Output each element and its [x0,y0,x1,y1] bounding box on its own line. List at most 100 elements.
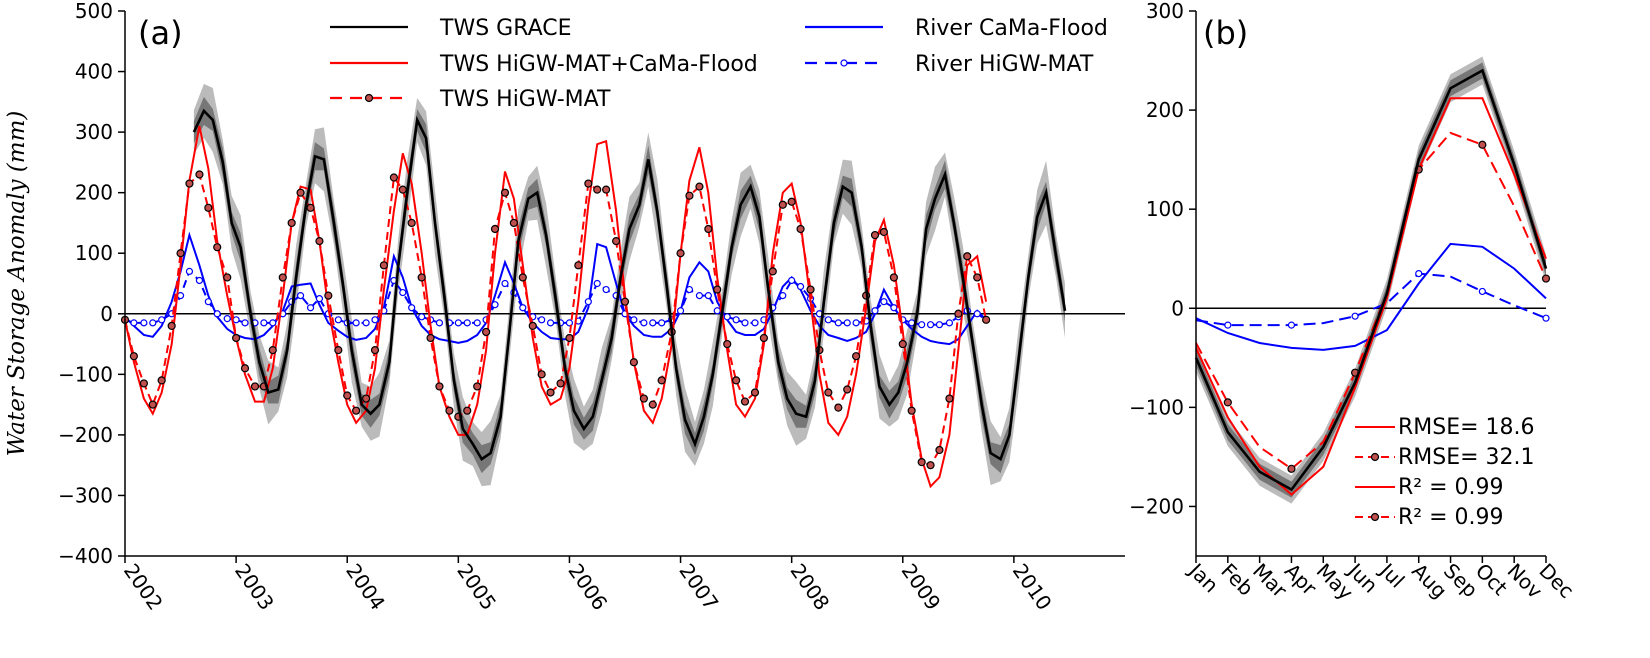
data-point [648,400,657,409]
data-point [685,191,694,200]
data-point [1287,321,1296,329]
data-point [870,230,880,240]
data-point [370,346,380,355]
legend-label: TWS HiGW-MAT [439,87,611,112]
y-tick-label: 400 [75,60,113,84]
x-tick-label: Oct [1471,559,1513,601]
data-point [241,319,249,327]
data-point [1224,321,1232,329]
data-point [306,304,315,312]
panel-b-annotations: RMSE= 18.6 RMSE= 32.1 R² = 0.99 R² = 0.99 [1355,415,1535,530]
x-tick-label: Apr [1280,559,1322,601]
data-point [454,319,462,327]
legend-label: TWS GRACE [439,16,572,41]
data-point [296,292,305,300]
data-point [130,319,138,327]
data-point [269,319,277,327]
legend-label: TWS HiGW-MAT+CaMa-Flood [439,52,758,77]
data-point [593,185,602,194]
data-point [389,173,398,182]
data-point [399,288,407,297]
data-point [140,319,148,327]
data-point [768,267,777,276]
annotation-label: R² = 0.99 [1398,505,1504,530]
data-point [935,321,944,329]
y-tick-label: −200 [1129,494,1184,518]
data-point [750,388,760,397]
data-point [584,298,592,306]
data-point [185,267,194,275]
data-point [407,218,416,228]
data-point [918,321,926,329]
data-point [149,319,157,327]
data-point [602,185,611,194]
data-point [898,339,907,349]
data-point [1542,314,1550,322]
data-point [657,376,666,385]
data-point [973,310,981,318]
series-line-river-higw-mat [124,269,987,326]
data-point [158,316,166,324]
data-point [843,385,852,394]
data-point [1478,140,1487,149]
x-tick-label: 2006 [563,559,612,614]
data-point [926,461,935,470]
data-point [713,285,722,294]
data-point [889,273,898,282]
data-point [418,313,426,321]
data-point [704,292,712,300]
data-point [907,406,916,415]
data-point [315,295,324,303]
data-point [537,370,546,379]
data-point [732,376,741,385]
data-point [713,307,721,315]
data-point [352,319,360,327]
data-point [732,316,740,324]
y-tick-label: −100 [58,362,113,386]
legend-label: River CaMa-Flood [915,16,1108,41]
y-tick-label: −200 [58,423,113,447]
x-tick-label: 2003 [230,559,279,614]
data-point [630,316,638,324]
series-line-tws-grace [1194,68,1548,492]
data-point [260,319,268,327]
data-point [649,319,657,327]
annotation-label: RMSE= 18.6 [1398,415,1535,440]
series-line-tws-higw-mat-cama-flood [1195,97,1547,496]
data-point [296,188,305,197]
data-point [278,273,287,282]
data-point [741,319,749,327]
legend-marker [840,59,848,67]
x-tick-label: 2009 [897,559,946,614]
legend: TWS GRACE TWS HiGW-MAT+CaMa-Flood TWS HiGW… [330,16,1108,112]
data-point [129,352,138,361]
x-tick-label: Feb [1216,559,1258,601]
x-tick-label: 2005 [452,559,501,614]
data-point [565,319,574,327]
data-point [223,315,231,323]
data-point [723,339,732,349]
data-point [602,285,610,294]
data-point [519,304,527,312]
data-point [518,273,527,282]
data-point [593,279,601,288]
data-point [204,298,212,306]
data-point [334,346,343,355]
data-point [759,333,768,343]
data-point [362,319,370,327]
data-point [176,249,185,258]
data-point [834,319,842,327]
data-point [565,333,574,343]
data-point [685,285,694,294]
x-tick-label: 2008 [786,559,835,614]
data-point [926,321,935,329]
data-point [871,307,879,315]
data-point [482,327,491,337]
data-point [676,307,685,315]
data-point [176,292,185,300]
x-tick-label: 2007 [674,559,723,614]
data-point [139,379,148,388]
data-point [232,333,241,343]
data-point [250,382,260,391]
data-point [306,203,315,212]
